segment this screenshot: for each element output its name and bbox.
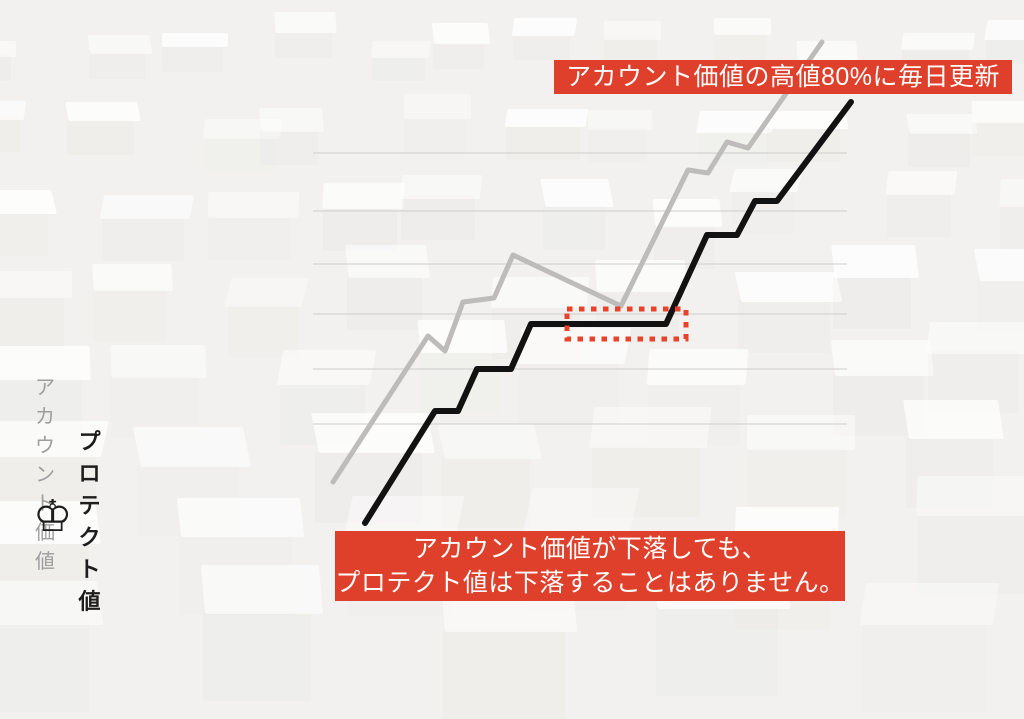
background-block-side bbox=[863, 623, 985, 712]
legend-protect-value: ♔ プロテクト値 bbox=[33, 418, 101, 616]
bottom-banner-line2: プロテクト値は下落することはありません。 bbox=[335, 566, 845, 600]
infographic-canvas: { "annotations": { "top_banner": { "text… bbox=[0, 0, 1024, 633]
bottom-banner-line1: アカウント価値が下落しても、 bbox=[335, 532, 845, 566]
background-block-side bbox=[443, 630, 565, 719]
account-value-line bbox=[333, 42, 822, 482]
background-block-side bbox=[0, 623, 89, 712]
bottom-annotation-banner: アカウント価値が下落しても、 プロテクト値は下落することはありません。 bbox=[335, 531, 845, 601]
chess-king-icon: ♔ bbox=[33, 493, 72, 541]
protect-value-line bbox=[365, 102, 851, 523]
top-annotation-banner: アカウント価値の高値80%に毎日更新 bbox=[554, 60, 1012, 94]
legend-protect-value-label: プロテクト値 bbox=[78, 418, 101, 616]
top-banner-text: アカウント価値の高値80%に毎日更新 bbox=[566, 63, 1000, 91]
